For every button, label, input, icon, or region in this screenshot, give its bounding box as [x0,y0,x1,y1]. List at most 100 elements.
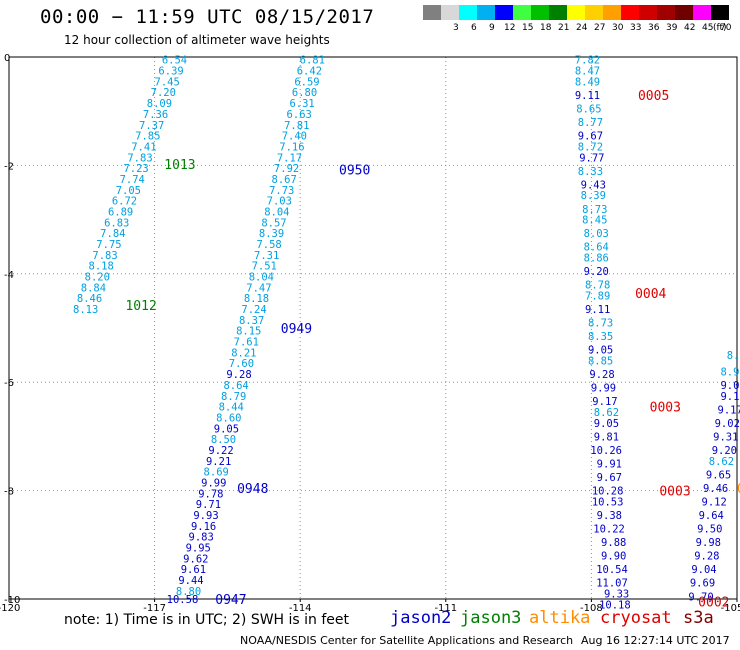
wave-height-points: 6.546.397.457.208.097.367.377.857.417.83… [73,55,740,612]
map-grid [9,57,737,599]
legend-swatch [675,5,693,20]
wave-height-value: 7.82 [575,55,600,67]
wave-height-value: 8.49 [575,76,600,88]
y-tick-label: -8 [4,487,14,498]
map-title: 00:00 − 11:59 UTC 08/15/2017 [40,6,375,28]
wave-height-value: 8.03 [584,228,609,240]
wave-height-value: 8.86 [584,253,609,265]
pass-time-label: 0950 [339,164,370,179]
wave-height-value: 9.28 [694,551,719,563]
x-tick-label: -111 [434,603,457,614]
satellite-label-jason3: jason3 [460,608,522,628]
wave-height-value: 9.05 [594,418,619,430]
legend-label: 24 [576,23,588,33]
legend-swatch [513,5,531,20]
track-0001-0004-east: 8.38.979.029.129.179.029.319.208.629.659… [688,350,740,603]
wave-height-value: 9.62 [183,553,208,565]
legend-swatch [531,5,549,20]
wave-height-value: 9.28 [226,369,251,381]
wave-height-value: 7.37 [139,120,164,132]
y-tick-label: 0 [4,53,10,64]
wave-height-value: 7.03 [267,196,292,208]
wave-height-value: 9.91 [597,459,622,471]
legend-label: 18 [540,23,552,33]
wave-height-value: 7.40 [282,131,307,143]
satellite-label-s3a: s3a [683,608,714,628]
legend-label: 30 [612,23,624,33]
wave-height-value: 10.26 [590,445,622,457]
wave-height-value: 8.04 [264,206,289,218]
wave-height-value: 9.22 [208,445,233,457]
wave-height-value: 9.11 [575,90,600,102]
wave-height-value: 8.04 [249,272,274,284]
wave-height-value: 8.44 [219,402,244,414]
wave-height-value: 9.90 [601,551,626,563]
wave-height-value: 8.62 [594,407,619,419]
color-legend: (ft) 3 6 9 12 15 18 21 24 27 30 33 36 39 42 45 70 [423,5,731,35]
wave-height-value: 8.85 [588,356,613,368]
wave-height-value: 9.44 [178,575,203,587]
wave-height-value: 8.13 [73,304,98,316]
legend-swatch [585,5,603,20]
wave-height-value: 8.15 [236,326,261,338]
track-0947-0950: 6.816.426.596.806.316.637.817.407.167.17… [167,55,325,606]
wave-height-value: 7.17 [277,152,302,164]
wave-height-value: 9.21 [206,456,231,468]
satellite-label-altika: altika [529,608,591,628]
wave-height-value: 7.74 [120,174,145,186]
wave-height-value: 7.83 [127,152,152,164]
wave-height-value: 9.64 [699,510,724,522]
wave-height-value: 9.99 [591,383,616,395]
y-tick-label: -2 [4,161,14,172]
wave-height-value: 11.07 [596,578,628,590]
wave-height-value: 8.3 [727,350,740,362]
wave-height-value: 9.95 [186,543,211,555]
legend-swatch [459,5,477,20]
wave-height-value: 8.73 [588,318,613,330]
wave-height-value: 9.67 [578,131,603,143]
pass-time-label: 0003 [650,401,681,416]
wave-height-value: 7.75 [96,239,121,251]
satellite-label-cryosat: cryosat [600,608,672,628]
legend-swatch [495,5,513,20]
wave-height-value: 9.02 [720,380,740,392]
legend-swatch [423,5,441,20]
wave-height-value: 7.81 [284,120,309,132]
wave-height-value: 8.62 [709,456,734,468]
wave-height-value: 8.69 [204,467,229,479]
wave-height-value: 6.89 [108,206,133,218]
legend-swatch [657,5,675,20]
x-tick-label: -105 [721,603,740,614]
wave-height-value: 8.39 [581,190,606,202]
wave-height-value: 7.36 [143,109,168,121]
wave-height-value: 8.20 [85,272,110,284]
wave-height-value: 9.20 [584,266,609,278]
pass-time-label: 00 [737,482,740,497]
wave-height-value: 9.81 [594,431,619,443]
wave-height-value: 10.18 [599,599,631,611]
satellite-label-jason2: jason2 [390,608,452,628]
wave-height-value: 8.50 [211,434,236,446]
legend-label: 36 [648,23,660,33]
legend-label: 45 [702,23,714,33]
wave-height-value: 8.84 [81,282,106,294]
pass-time-label: 0002 [698,596,729,611]
wave-height-value: 8.18 [89,261,114,273]
wave-height-value: 10.28 [592,486,624,498]
wave-height-value: 6.63 [287,109,312,121]
wave-height-value: 9.12 [702,496,727,508]
wave-height-value: 8.33 [578,166,603,178]
wave-height-value: 7.61 [234,337,259,349]
map-frame [8,56,738,600]
wave-height-value: 7.23 [123,163,148,175]
wave-height-value: 9.11 [585,304,610,316]
wave-height-value: 7.58 [256,239,281,251]
wave-height-value: 8.78 [585,280,610,292]
legend-swatch [477,5,495,20]
wave-height-value: 10.53 [592,496,624,508]
legend-label: 33 [630,23,642,33]
wave-height-value: 7.41 [131,141,156,153]
wave-height-value: 9.05 [588,345,613,357]
legend-swatch [567,5,585,20]
wave-height-value: 9.71 [196,499,221,511]
